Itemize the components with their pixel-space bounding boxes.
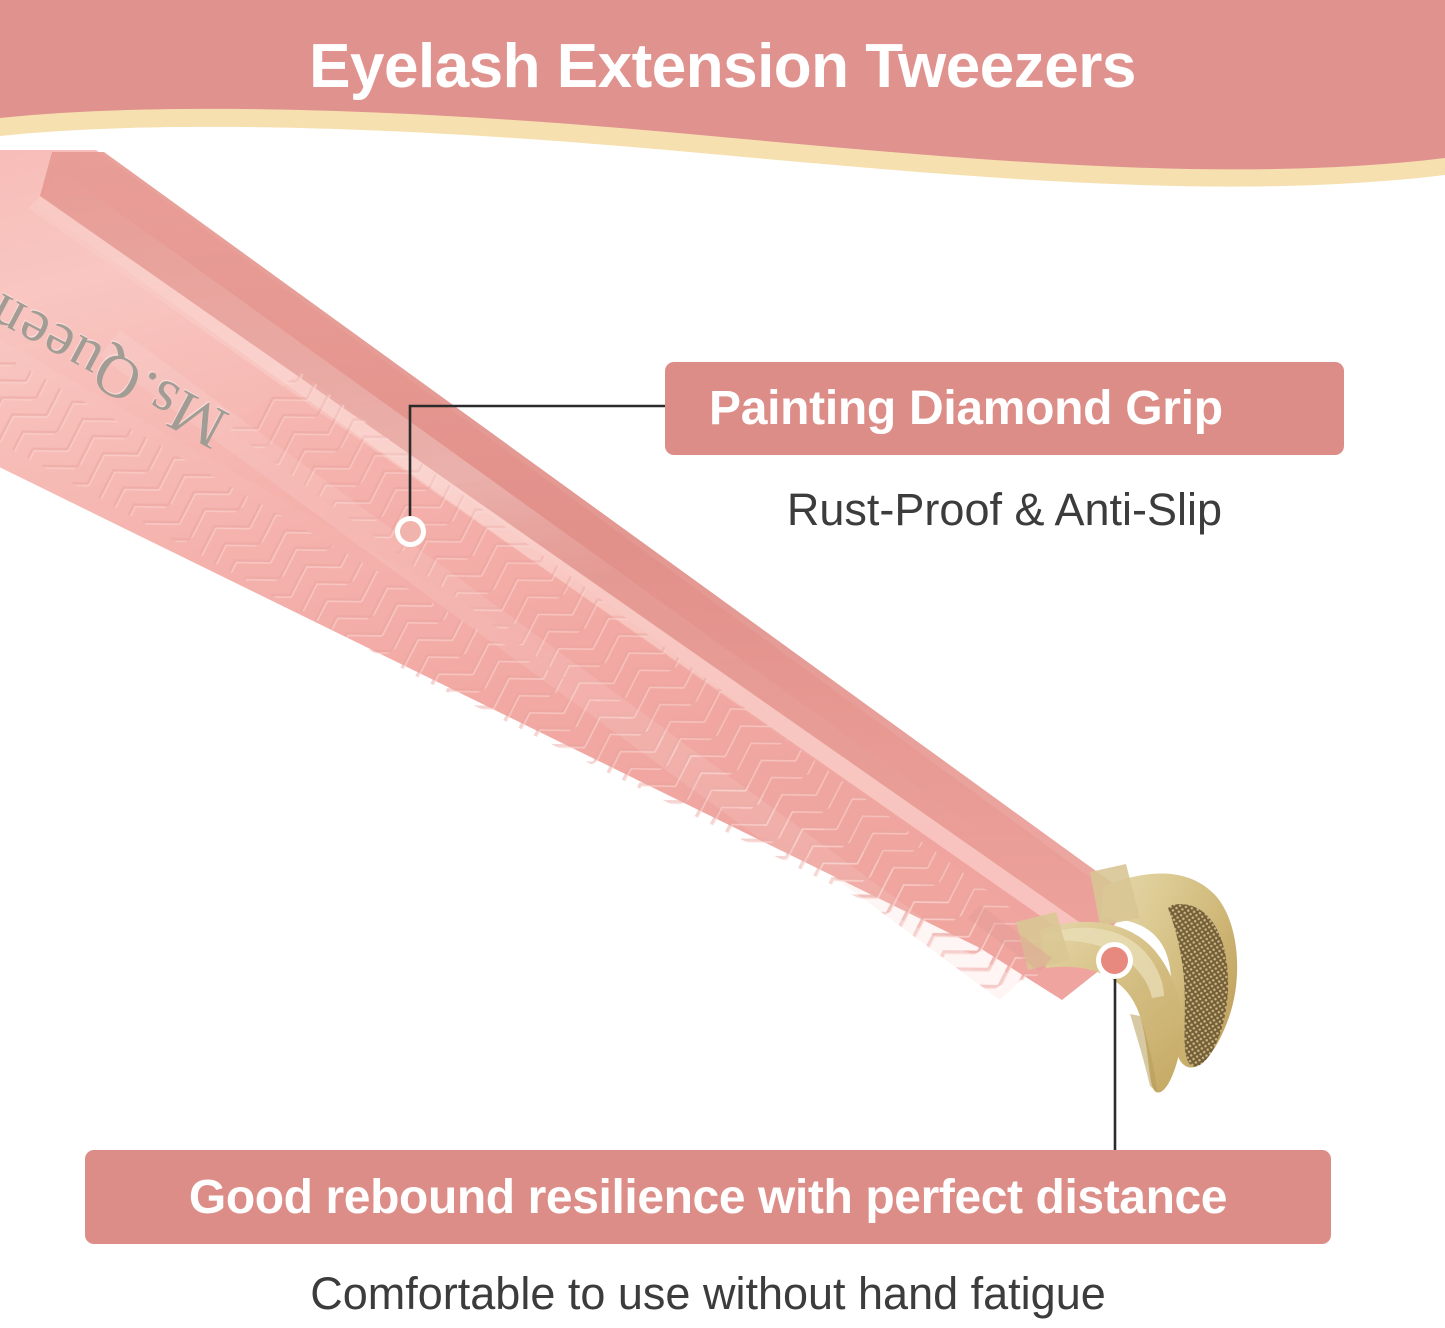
callout-box-grip[interactable]: Painting Diamond Grip xyxy=(665,362,1344,455)
callout-grip-title: Painting Diamond Grip xyxy=(709,382,1223,435)
header-pink-shape xyxy=(0,0,1445,170)
diamond-grip-texture-band xyxy=(230,372,1058,1000)
marker-dot-tip[interactable] xyxy=(1101,947,1128,974)
callout-rebound-title: Good rebound resilience with perfect dis… xyxy=(188,1170,1228,1224)
page-title: Eyelash Extension Tweezers xyxy=(309,32,1136,101)
callout-rebound-subtitle: Comfortable to use without hand fatigue xyxy=(310,1268,1106,1319)
marker-dot-grip[interactable] xyxy=(400,521,421,542)
leader-line-grip xyxy=(408,404,668,531)
callout-box-rebound[interactable]: Good rebound resilience with perfect dis… xyxy=(85,1150,1331,1244)
header-wave-shape xyxy=(0,0,1445,187)
header-banner: Eyelash Extension Tweezers xyxy=(0,0,1445,200)
tweezer-tip-lower xyxy=(1016,912,1183,1093)
callout-grip-subtitle: Rust-Proof & Anti-Slip xyxy=(786,484,1223,535)
tweezer-tip-upper xyxy=(1090,864,1238,1068)
handle-sheen xyxy=(36,170,1112,958)
